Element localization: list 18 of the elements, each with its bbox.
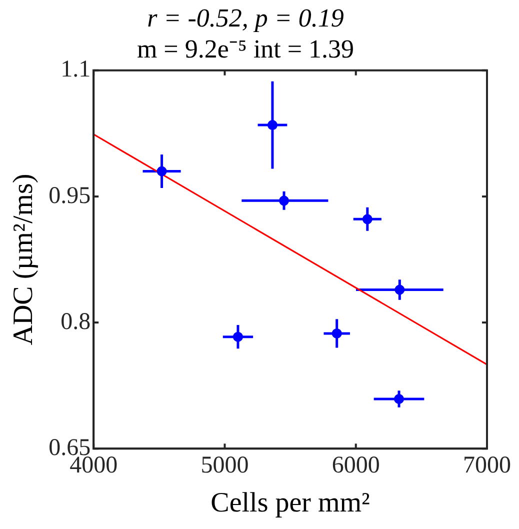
- point: [394, 284, 405, 295]
- y-axis-title: ADC (µm²/ms): [8, 174, 40, 346]
- chart-subtitle: m = 9.2e⁻⁵ int = 1.39: [136, 34, 354, 64]
- point: [156, 166, 167, 176]
- point: [279, 196, 290, 206]
- x-axis-title: Cells per mm²: [210, 488, 370, 519]
- point: [232, 332, 243, 342]
- point: [332, 328, 342, 338]
- y-tick-label: 0.95: [48, 182, 91, 209]
- chart-title: r = -0.52, p = 0.19: [147, 3, 344, 32]
- point: [394, 394, 404, 404]
- point: [362, 214, 372, 224]
- y-tick-label: 1.1: [60, 56, 91, 83]
- x-tick-label: 5000: [200, 452, 249, 478]
- x-tick-label: 6000: [332, 452, 380, 478]
- y-tick-label: 0.8: [60, 308, 91, 335]
- x-tick-label: 7000: [463, 452, 511, 478]
- point: [267, 120, 278, 130]
